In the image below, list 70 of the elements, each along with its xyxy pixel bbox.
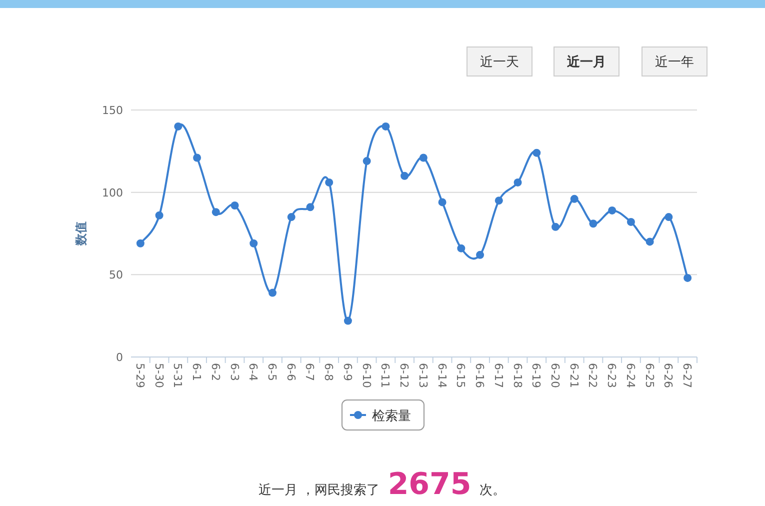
point [344,316,352,325]
point [325,178,334,186]
x-tick-label: 5-30 [152,363,166,388]
point [438,198,446,206]
x-tick-label: 6-3 [228,363,241,381]
x-tick-label: 6-27 [680,363,694,388]
x-tick-label: 6-16 [473,363,486,388]
x-tick-label: 6-8 [322,363,336,381]
point [608,206,616,214]
point [457,244,466,252]
x-tick-label: 6-17 [492,363,505,388]
x-tick-label: 6-19 [530,363,543,388]
point [287,213,296,222]
point [570,194,578,203]
y-tick-label: 50 [109,268,123,282]
x-tick-label: 6-20 [548,363,562,388]
point [532,148,541,157]
point [664,213,673,222]
text: 近一年 [655,55,694,70]
x-tick-label: 6-18 [510,363,524,388]
x-tick-label: 6-5 [266,363,278,381]
point [514,178,522,186]
point [230,202,239,210]
point [174,122,182,130]
point [212,208,220,216]
text: 近一月 ，网民搜索了 2675 次。 [258,467,506,502]
y-tick-label: 100 [102,186,123,200]
point [684,274,692,282]
x-tick-label: 6-22 [586,363,600,388]
point [250,239,258,248]
legend-label: 检索量 [372,409,411,424]
x-tick-label: 6-13 [416,363,430,388]
text: 近一月 [566,54,606,70]
point [476,250,484,259]
x-tick-label: 6-10 [360,363,373,388]
x-tick-label: 6-12 [398,363,411,388]
x-tick-label: 6-4 [246,363,260,381]
point [419,154,428,162]
point [626,218,635,226]
point [400,172,409,180]
y-axis-title: 数值 [74,222,88,246]
point [155,211,164,220]
x-tick-label: 6-11 [378,363,392,388]
x-tick-label: 6-21 [567,363,580,388]
point [362,157,371,166]
point [136,239,144,248]
point [382,122,390,130]
x-tick-label: 6-6 [284,363,298,381]
x-tick-label: 6-14 [435,363,448,388]
point [268,288,276,297]
x-tick-label: 6-1 [190,363,204,381]
point [193,154,202,162]
x-tick-label: 6-15 [454,363,468,388]
text: 近一天 [480,55,519,70]
x-tick-label: 5-29 [133,363,146,388]
x-tick-label: 6-23 [605,363,618,388]
point [494,196,503,205]
y-tick-label: 0 [116,351,123,364]
x-tick-label: 6-2 [208,363,222,381]
x-tick-label: 6-26 [662,363,675,388]
y-tick-label: 150 [102,104,123,117]
point [646,238,654,246]
point [589,220,598,228]
x-tick-label: 6-7 [303,363,316,381]
x-tick-label: 6-9 [340,363,354,381]
x-tick-label: 5-31 [171,363,184,388]
x-tick-label: 6-24 [624,363,637,388]
point [552,222,560,231]
x-tick-label: 6-25 [642,363,656,388]
point [306,203,314,212]
